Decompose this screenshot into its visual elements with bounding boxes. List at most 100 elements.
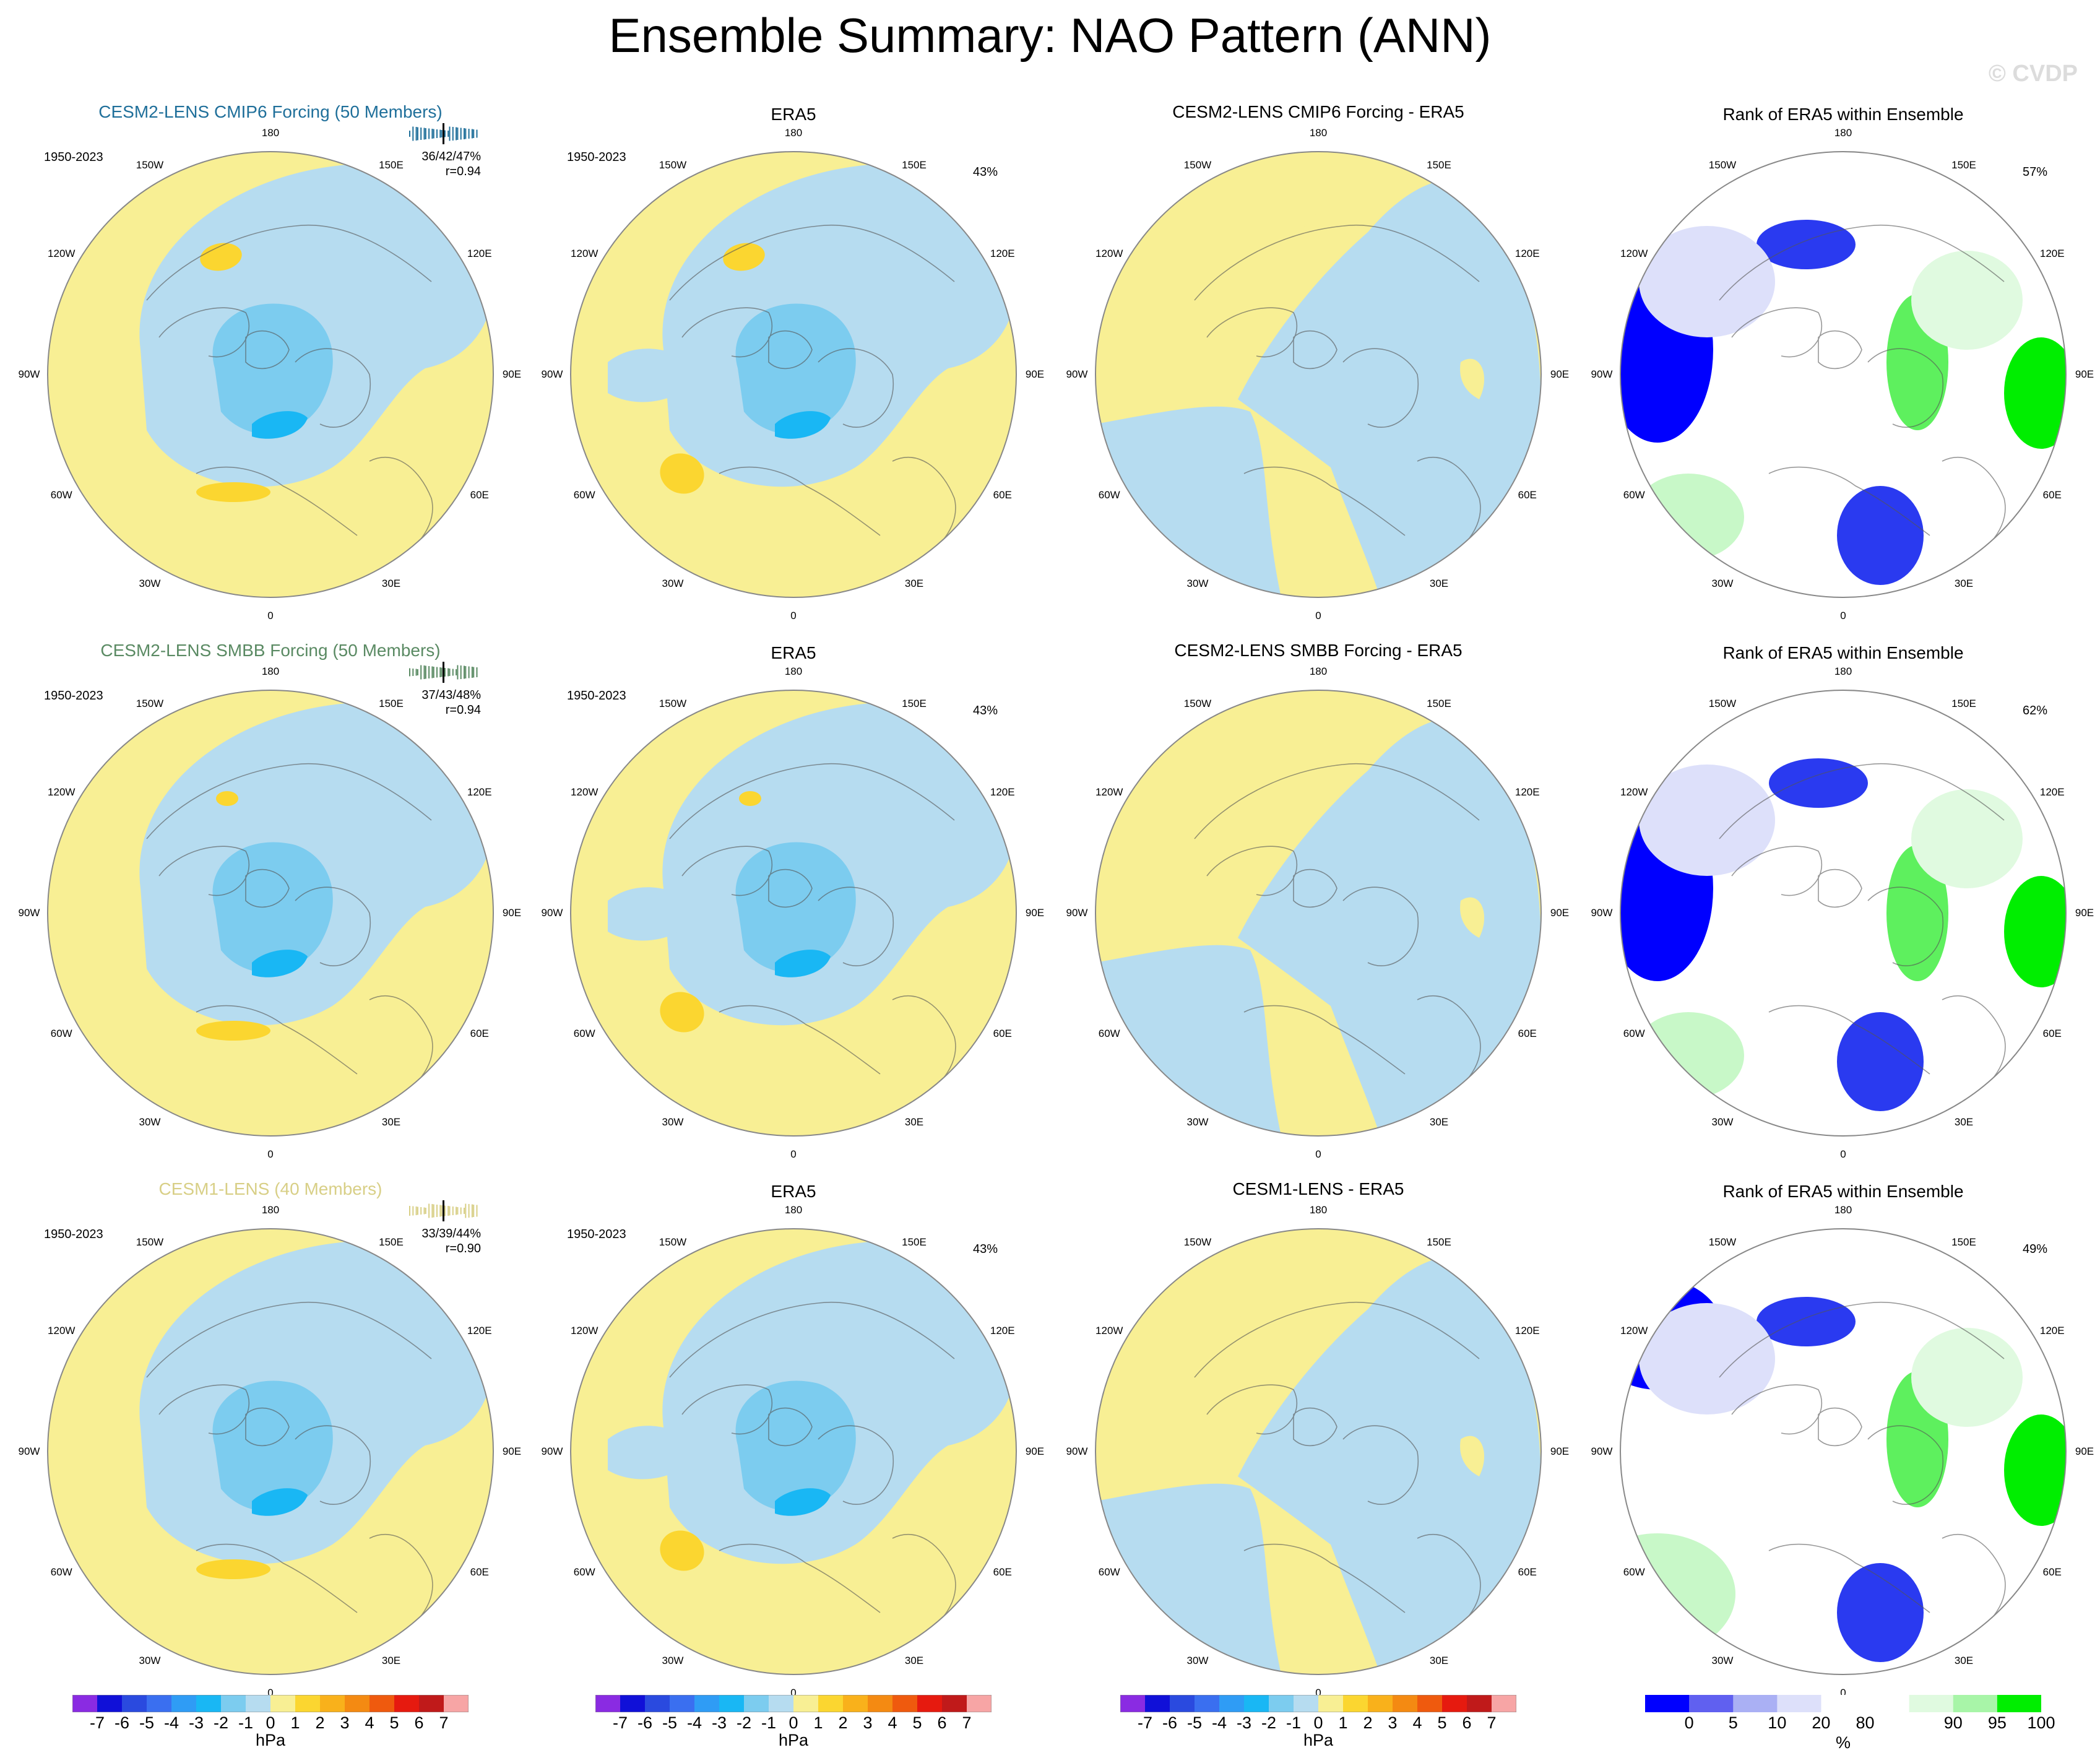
rank-region (2004, 876, 2066, 987)
longitude-label: 180 (1834, 665, 1852, 677)
colorbar-unit: hPa (778, 1731, 809, 1749)
longitude-label: 0 (1315, 610, 1321, 622)
negative-center (775, 1488, 831, 1516)
coastline (818, 886, 894, 966)
colorbar-label: 5 (1437, 1713, 1447, 1732)
longitude-label: 0 (1840, 610, 1846, 622)
coastline (719, 1543, 881, 1613)
member-tick (439, 129, 441, 138)
positive-atlantic (660, 453, 704, 494)
member-tick (473, 667, 475, 678)
panel-title-diff: CESM2-LENS SMBB Forcing - ERA5 (1174, 641, 1463, 660)
member-tick (476, 667, 478, 677)
colorbar-swatch (295, 1695, 321, 1712)
member-tick (417, 127, 418, 141)
longitude-label: 180 (1309, 1204, 1328, 1216)
coastline (1342, 348, 1419, 428)
longitude-label: 60W (573, 1028, 595, 1039)
member-tick (417, 1206, 418, 1215)
positive-pacific (200, 243, 242, 271)
coastlines (669, 1302, 956, 1638)
coastline (245, 869, 290, 908)
colorbar-swatch (1145, 1695, 1170, 1712)
panel-title-model: CESM2-LENS CMIP6 Forcing (50 Members) (98, 102, 443, 121)
panel-title-rank: Rank of ERA5 within Ensemble (1722, 1182, 1964, 1201)
positive-pacific (723, 243, 765, 271)
longitude-label: 180 (1309, 665, 1328, 677)
longitude-label: 180 (1834, 127, 1852, 139)
member-tick (420, 665, 422, 680)
longitude-label: 150W (1708, 159, 1737, 171)
coastline (1206, 1384, 1298, 1435)
member-tick (449, 669, 451, 676)
longitude-label: 150E (902, 159, 927, 171)
longitude-label: 60E (2042, 489, 2062, 501)
colorbar-label: 3 (340, 1713, 350, 1732)
negative-center (252, 1488, 308, 1516)
colorbar-label: -4 (1211, 1713, 1227, 1732)
coastline (669, 1302, 955, 1378)
longitude-label: 0 (790, 610, 797, 622)
longitude-label: 90W (541, 368, 563, 380)
member-tick (436, 129, 438, 138)
member-tick (457, 1207, 459, 1215)
map-rim (47, 690, 494, 1137)
coastline (681, 307, 773, 358)
colorbar-hpa-1 (595, 1695, 992, 1712)
longitude-label: 90W (1591, 907, 1613, 919)
colorbar-label: 80 (1856, 1713, 1875, 1732)
panel-title-model: CESM1-LENS (40 Members) (158, 1179, 382, 1198)
longitude-label: 30E (904, 1654, 924, 1666)
member-tick (433, 667, 434, 678)
longitude-label: 30W (1186, 1115, 1209, 1128)
colorbar-swatch (1368, 1695, 1393, 1712)
colorbar-swatch (1170, 1695, 1195, 1712)
rank-region (1794, 894, 1868, 956)
longitude-label: 90E (502, 907, 522, 919)
map-rank-2 (1620, 1228, 2067, 1675)
coastline (1206, 846, 1298, 896)
pct-variance: 33/39/44% (421, 1227, 481, 1241)
member-tick (433, 129, 434, 139)
coastline (1243, 1543, 1406, 1613)
map-diff-1 (1095, 690, 1542, 1137)
longitude-label: 60E (470, 489, 489, 501)
rank-region (1837, 1563, 1924, 1662)
longitude-label: 60W (573, 489, 595, 501)
coastline (681, 846, 773, 896)
colorbar-swatch (769, 1695, 794, 1712)
longitude-label: 150E (379, 159, 404, 171)
member-tick (441, 130, 443, 137)
longitude-label: 60E (993, 1566, 1012, 1578)
rank-region (1639, 226, 1775, 337)
longitude-label: 90E (1025, 1445, 1045, 1457)
colorbar-label: -2 (1261, 1713, 1277, 1732)
member-tick (444, 1205, 446, 1216)
colorbar-label: 2 (838, 1713, 848, 1732)
member-tick (409, 668, 410, 677)
colorbar-label: 1 (290, 1713, 300, 1732)
coastline (669, 763, 955, 839)
member-tick (471, 1204, 473, 1218)
longitude-label: 90E (502, 368, 522, 380)
longitude-label: 120W (1095, 1325, 1123, 1336)
colorbar-swatch (1865, 1695, 1910, 1712)
member-tick (409, 1206, 410, 1216)
coastlines (669, 763, 956, 1099)
longitude-label: 150E (379, 1236, 404, 1249)
longitude-label: 90W (541, 907, 563, 919)
negative-center (252, 950, 308, 977)
longitude-label: 120W (1620, 248, 1648, 259)
colorbar-swatch (1318, 1695, 1344, 1712)
coastline (818, 1425, 894, 1505)
member-tick (452, 669, 454, 676)
map-rim (47, 1228, 494, 1675)
member-tick (460, 1207, 462, 1215)
longitude-label: 0 (1315, 1148, 1321, 1160)
member-tick (425, 1208, 426, 1214)
colorbar-pct (1645, 1695, 2041, 1712)
longitude-label: 150E (902, 698, 927, 710)
longitude-label: 90W (541, 1445, 563, 1457)
colorbar-label: 7 (962, 1713, 972, 1732)
member-tick (465, 666, 467, 678)
